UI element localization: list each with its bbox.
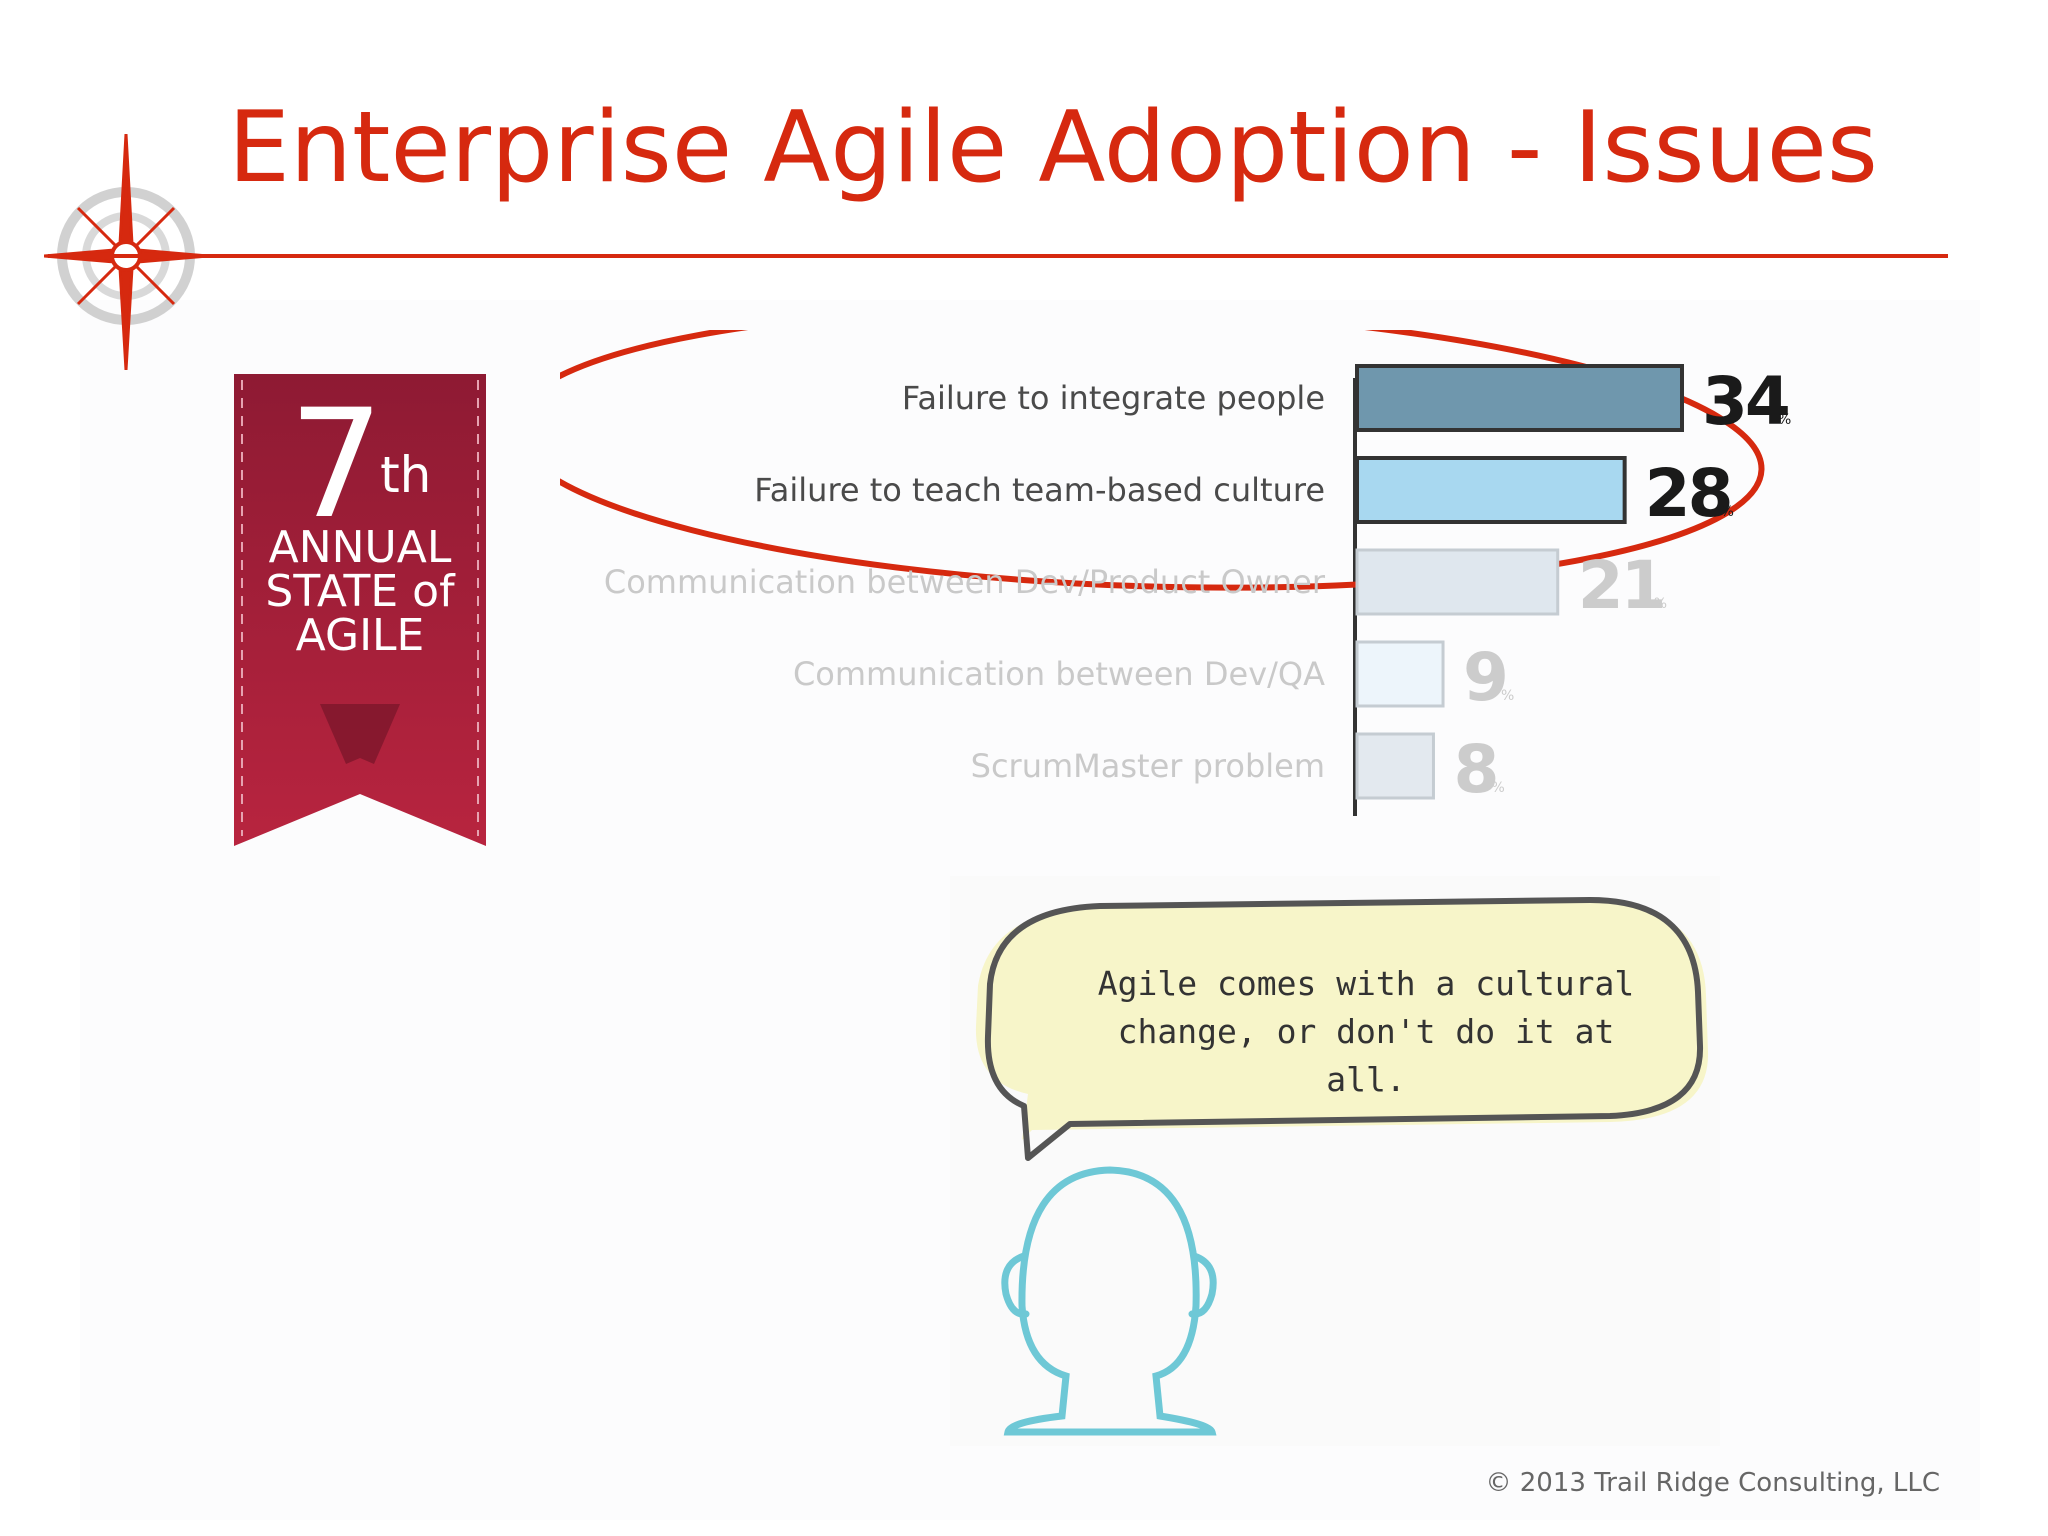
- value-label-2: 28: [1645, 455, 1731, 532]
- value-label-4: 9: [1463, 639, 1506, 716]
- value-label-5: 8: [1453, 731, 1496, 808]
- speech-bubble-illustration: [975, 897, 1709, 1436]
- bar-1: [1355, 364, 1684, 432]
- issues-bar-chart: Failure to integrate people 34% Failure to…: [560, 330, 1791, 816]
- value-label-1: 34: [1702, 363, 1788, 440]
- badge-line-3: AGILE: [295, 610, 425, 661]
- bar-5: [1355, 732, 1435, 800]
- person-head-icon: [1001, 1166, 1217, 1436]
- slide-title: Enterprise Agile Adoption - Issues: [228, 91, 1878, 205]
- callout-quote: Agile comes with a cultural change, or d…: [1097, 964, 1635, 1099]
- category-label-3: Communication between Dev/Product Owner: [604, 563, 1326, 601]
- value-unit-5: %: [1491, 780, 1504, 796]
- value-unit-3: %: [1654, 596, 1667, 612]
- value-unit-2: %: [1721, 504, 1734, 520]
- category-label-1: Failure to integrate people: [902, 379, 1325, 417]
- category-label-4: Communication between Dev/QA: [793, 655, 1325, 693]
- category-label-2: Failure to teach team-based culture: [754, 471, 1325, 509]
- bar-4: [1355, 640, 1445, 708]
- category-label-5: ScrumMaster problem: [971, 747, 1325, 785]
- annual-report-badge: [234, 374, 486, 846]
- copyright-footer: © 2013 Trail Ridge Consulting, LLC: [1485, 1468, 1941, 1498]
- value-unit-4: %: [1501, 688, 1514, 704]
- badge-ordinal: 7th: [234, 390, 486, 540]
- title-divider: [48, 254, 1948, 258]
- badge-line-2: STATE of: [265, 566, 455, 617]
- highlight-ellipse: [560, 330, 1765, 591]
- badge-line-1: ANNUAL: [268, 522, 452, 573]
- badge-suffix: th: [380, 446, 432, 504]
- value-unit-1: %: [1778, 412, 1791, 428]
- compass-logo: [44, 134, 208, 370]
- bar-3: [1355, 548, 1560, 616]
- speech-bubble: [984, 897, 1704, 1161]
- value-label-3: 21: [1578, 547, 1664, 624]
- badge-number: 7: [288, 378, 384, 552]
- bar-2: [1355, 456, 1627, 524]
